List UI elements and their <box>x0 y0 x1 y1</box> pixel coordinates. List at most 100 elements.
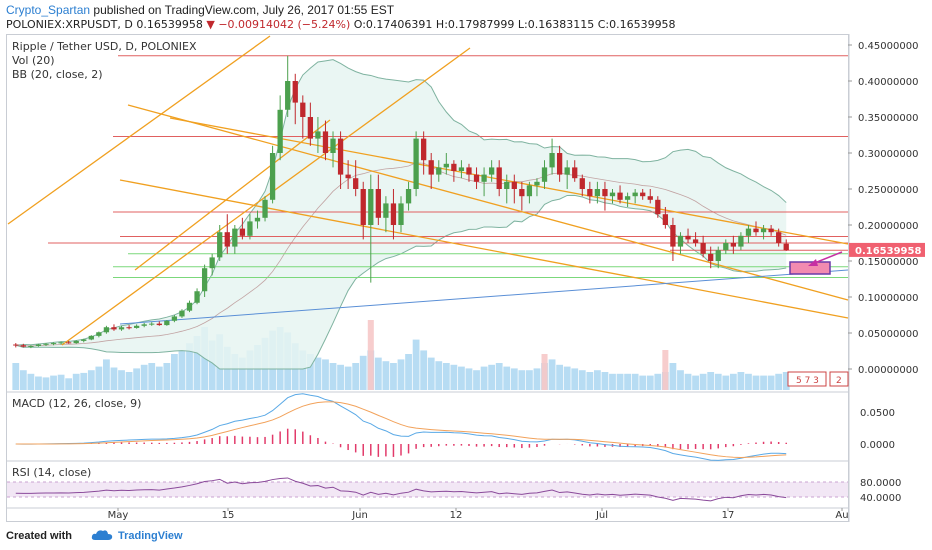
volume-bar <box>397 359 405 390</box>
candle-up <box>368 189 374 225</box>
candle-down <box>496 167 502 189</box>
candle-up <box>141 324 147 326</box>
candle-up <box>677 235 684 247</box>
volume-bar <box>163 363 171 390</box>
candle-up <box>632 192 638 197</box>
rsi-band <box>7 482 848 497</box>
volume-bar <box>450 364 458 390</box>
volume-bar <box>72 373 80 390</box>
volume-bar <box>374 357 382 390</box>
candle-up <box>609 192 616 197</box>
candle-up <box>436 167 442 175</box>
candle-down <box>466 167 472 175</box>
main-pane-title: Ripple / Tether USD, D, POLONIEX <box>12 40 197 53</box>
candle-up <box>488 167 495 175</box>
volume-bar <box>420 350 428 390</box>
volume-bar <box>118 370 125 390</box>
volume-bar <box>767 375 775 390</box>
candle-up <box>194 291 200 303</box>
volume-bar <box>27 373 35 390</box>
candle-up <box>73 340 79 344</box>
candle-down <box>66 342 72 344</box>
candle-up <box>285 81 291 110</box>
candle-down <box>511 181 517 189</box>
candle-up <box>186 302 193 311</box>
volume-bar <box>19 370 27 390</box>
volume-badge-2 <box>829 371 849 387</box>
candle-up <box>760 228 767 233</box>
candle-up <box>330 138 336 153</box>
volume-bar <box>745 373 752 390</box>
candle-down <box>519 189 525 197</box>
candle-up <box>738 235 744 247</box>
volume-bar <box>246 350 254 390</box>
candle-down <box>292 81 298 103</box>
candle-up <box>96 332 102 336</box>
candle-down <box>670 225 676 247</box>
volume-bar <box>556 364 564 390</box>
candle-up <box>209 257 215 269</box>
candle-down <box>662 214 669 225</box>
price-tick-label: 0.45000000 <box>858 41 918 52</box>
blue-trend-line <box>119 269 849 325</box>
volume-bar <box>563 366 571 390</box>
volume-bar <box>631 373 639 390</box>
price-tick-label: 0.30000000 <box>858 149 918 160</box>
candle-up <box>164 320 170 326</box>
candle-up <box>217 232 223 258</box>
candle-down <box>421 138 427 161</box>
candle-down <box>587 189 593 197</box>
bollinger-upper-band <box>15 59 787 346</box>
volume-bar <box>692 375 699 390</box>
candle-down <box>647 196 653 200</box>
candle-down <box>322 131 329 153</box>
down-arrow-icon: ▼ <box>206 18 215 31</box>
rsi-line <box>15 477 787 502</box>
target-arrow-head <box>808 259 818 266</box>
volume-bar <box>503 366 511 390</box>
candle-up <box>81 339 87 341</box>
volume-bar <box>578 370 586 390</box>
candle-down <box>360 189 366 225</box>
trend-line <box>7 35 271 225</box>
candle-up <box>88 335 94 340</box>
volume-bar <box>526 370 533 390</box>
volume-bar <box>699 373 707 390</box>
candle-up <box>118 327 125 330</box>
candle-up <box>201 268 208 292</box>
ohlc-values: O:0.17406391 H:0.17987999 L:0.16383115 C… <box>353 18 676 31</box>
volume-bar <box>65 378 73 390</box>
volume-bar <box>110 367 118 390</box>
volume-bar <box>170 354 178 390</box>
candle-down <box>556 153 563 175</box>
volume-bar <box>775 373 783 390</box>
macd-tick-label: 0.0000 <box>860 440 895 451</box>
candle-down <box>602 189 608 197</box>
volume-bar <box>722 375 730 390</box>
candle-down <box>428 160 434 175</box>
volume-bar <box>405 354 412 390</box>
volume-spike-bar <box>367 320 374 390</box>
volume-bar <box>12 363 20 390</box>
volume-spike-bar <box>541 354 548 390</box>
volume-bar <box>473 370 480 390</box>
time-tick-label: Jun <box>351 510 368 521</box>
author-link[interactable]: Crypto_Spartan <box>6 3 91 17</box>
macd-tick-label: 0.0500 <box>860 408 895 419</box>
time-tick-label: 15 <box>222 510 235 521</box>
volume-bar <box>390 363 397 390</box>
rsi-tick-label: 40.0000 <box>860 493 901 504</box>
chart-header: Crypto_Spartan published on TradingView.… <box>0 0 932 34</box>
volume-bar <box>50 375 57 390</box>
volume-bar <box>435 361 443 390</box>
candle-down <box>640 192 646 197</box>
target-arrow-line <box>811 251 843 265</box>
volume-bar <box>480 366 488 390</box>
rsi-legend: RSI (14, close) <box>12 466 92 479</box>
volume-bar <box>299 350 307 390</box>
last-price-tag-label: 0.16539958 <box>855 246 921 257</box>
volume-bar <box>344 366 352 390</box>
tradingview-logo-text[interactable]: TradingView <box>118 530 183 542</box>
trend-line <box>127 104 849 301</box>
